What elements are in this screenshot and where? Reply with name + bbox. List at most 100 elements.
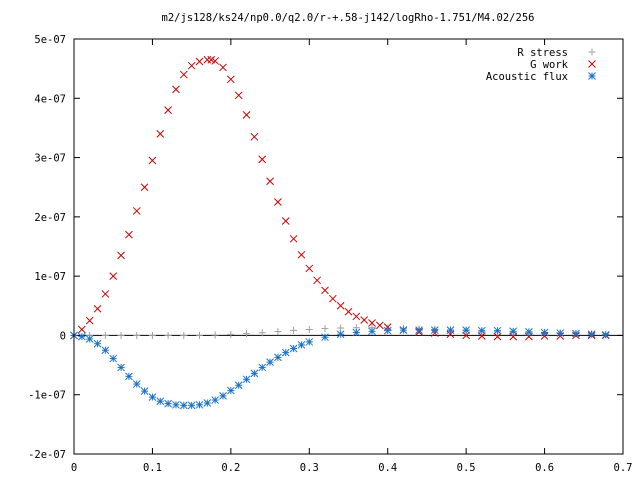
series-layer [70,55,610,410]
y-tick-label: 2e-07 [34,212,66,224]
legend-label: Acoustic flux [486,71,568,83]
chart-title: m2/js128/ks24/np0.0/q2.0/r-+.58-j142/log… [162,12,535,24]
data-point [250,369,259,378]
data-point [148,393,157,401]
plot-frame [73,38,624,455]
data-point [101,331,109,339]
x-tick-label: 0.6 [535,462,554,474]
data-point [337,324,345,332]
data-point [572,329,580,338]
data-point [156,397,165,406]
data-point [258,329,266,337]
data-point [234,381,243,390]
data-point [462,326,470,334]
data-point [305,338,314,346]
data-point [258,363,267,372]
data-point [281,217,290,225]
legend-marker [588,48,596,56]
data-point [109,354,118,363]
data-point [540,332,549,340]
data-point [195,400,204,409]
data-point [172,85,180,94]
data-point [140,387,149,396]
data-point [376,321,384,330]
data-point [156,130,165,138]
data-point [187,61,196,70]
data-point [179,401,188,410]
data-point [540,328,549,337]
data-point [336,301,345,310]
y-tick-label: 4e-07 [34,93,66,105]
data-point [297,341,306,349]
legend-label: R stress [517,47,568,59]
data-point [132,380,141,388]
x-tick-label: 0.5 [457,462,476,474]
x-tick-label: 0.3 [300,462,319,474]
data-point [180,331,188,339]
data-point [289,344,298,353]
data-point [234,91,243,100]
data-point [242,375,251,384]
data-point [352,328,361,337]
data-point [290,326,298,334]
data-point [203,399,212,407]
data-point [179,70,188,79]
legend-label: G work [530,59,569,71]
data-point [289,234,298,243]
data-point [321,325,329,333]
data-point [227,75,235,84]
data-point [117,251,125,260]
series-g-work [70,55,610,341]
data-point [219,63,227,72]
data-point [77,325,86,334]
data-point [313,276,321,285]
x-tick-label: 0 [71,462,77,474]
data-point [242,111,251,119]
data-point [281,348,290,357]
data-point [227,386,235,395]
data-point [258,155,267,164]
data-point [493,326,502,335]
data-point [266,358,274,366]
data-point [297,250,306,259]
data-point [125,372,133,381]
y-tick-label: 3e-07 [34,153,66,165]
data-point [211,57,220,65]
data-point [274,353,282,362]
data-point [132,207,141,215]
data-point [328,294,337,303]
x-tick-label: 0.2 [221,462,240,474]
data-point [399,326,408,334]
legend-marker [588,60,596,68]
data-point [415,326,423,334]
data-point [77,332,86,341]
x-tick-label: 0.1 [143,462,162,474]
data-point [305,264,314,273]
data-point [187,401,196,410]
data-point [477,326,486,335]
legend-item: G work [530,59,596,71]
y-tick-label: 0 [60,330,66,342]
data-point [133,331,141,339]
data-point [148,331,156,339]
data-point [164,399,172,408]
data-point [101,290,110,298]
data-point [85,316,94,325]
data-point [321,286,329,295]
data-point [211,331,219,339]
data-point [525,328,533,336]
data-point [117,331,125,339]
legend-item: R stress [517,47,596,59]
data-point [446,326,455,334]
y-tick-label: -1e-07 [28,390,66,402]
data-point [368,319,376,327]
data-point [556,329,565,337]
data-point [211,396,220,404]
data-point [266,177,274,186]
data-point [601,330,610,339]
data-point [101,346,110,355]
legend-item: Acoustic flux [486,71,596,83]
axes-layer: 0 0.1 0.2 0.3 0.4 0.5 0.6 0.7 -2e-07 -1e-07 0 1e-07… [28,34,632,474]
data-point [509,327,518,336]
